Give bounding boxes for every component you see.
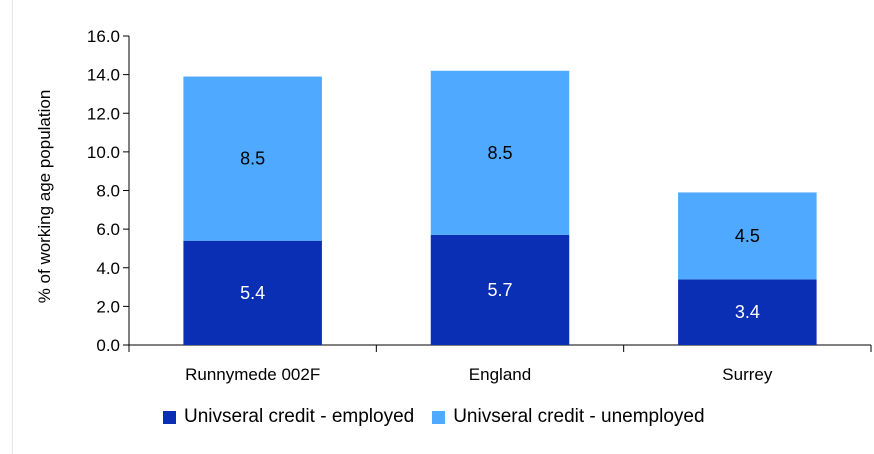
- x-tick-label: England: [469, 365, 531, 384]
- bars: 5.4 8.5 5.7 8.5 3.4 4.5: [183, 70, 817, 345]
- y-axis: 0.0 2.0 4.0 6.0 8.0 10.0 12.0 14.0 16.0: [87, 27, 130, 355]
- legend-label-employed: Univseral credit - employed: [184, 406, 415, 427]
- bar-segment: [430, 70, 570, 235]
- bar-segment: [183, 240, 322, 345]
- y-tick-label: 2.0: [96, 297, 120, 316]
- data-label: 8.5: [240, 149, 265, 169]
- y-tick-label: 6.0: [96, 220, 120, 239]
- y-tick-label: 8.0: [96, 182, 120, 201]
- legend-item-unemployed: Univseral credit - unemployed: [432, 406, 705, 428]
- data-label: 5.7: [487, 280, 512, 300]
- chart-svg: 0.0 2.0 4.0 6.0 8.0 10.0 12.0 14.0 16.0 Runnymed…: [35, 27, 872, 384]
- legend-swatch-unemployed: [432, 410, 446, 424]
- legend-swatch-employed: [163, 410, 176, 424]
- y-tick-label: 16.0: [87, 27, 120, 46]
- bar-segment: [183, 76, 322, 241]
- x-axis: Runnymede 002F England Surrey: [128, 344, 872, 384]
- x-tick-label: Surrey: [722, 365, 773, 384]
- chart-frame: 0.0 2.0 4.0 6.0 8.0 10.0 12.0 14.0 16.0 Runnymed…: [12, 0, 874, 454]
- data-label: 5.4: [240, 283, 265, 303]
- legend-label-unemployed: Univseral credit - unemployed: [453, 406, 705, 427]
- legend: Univseral credit - employed Univseral cr…: [163, 406, 705, 428]
- x-tick-label: Runnymede 002F: [185, 365, 320, 384]
- y-tick-label: 10.0: [87, 143, 120, 162]
- data-label: 8.5: [487, 143, 512, 163]
- bar-segment: [678, 279, 817, 345]
- y-tick-label: 14.0: [87, 66, 120, 85]
- y-axis-label: % of working age population: [35, 90, 54, 304]
- legend-item-employed: Univseral credit - employed: [163, 406, 414, 428]
- y-tick-label: 4.0: [96, 259, 120, 278]
- bar-segment: [430, 234, 570, 345]
- bar-segment: [678, 192, 817, 280]
- y-tick-label: 0.0: [96, 336, 120, 355]
- data-label: 4.5: [735, 226, 760, 246]
- data-label: 3.4: [735, 302, 760, 322]
- y-tick-label: 12.0: [87, 104, 120, 123]
